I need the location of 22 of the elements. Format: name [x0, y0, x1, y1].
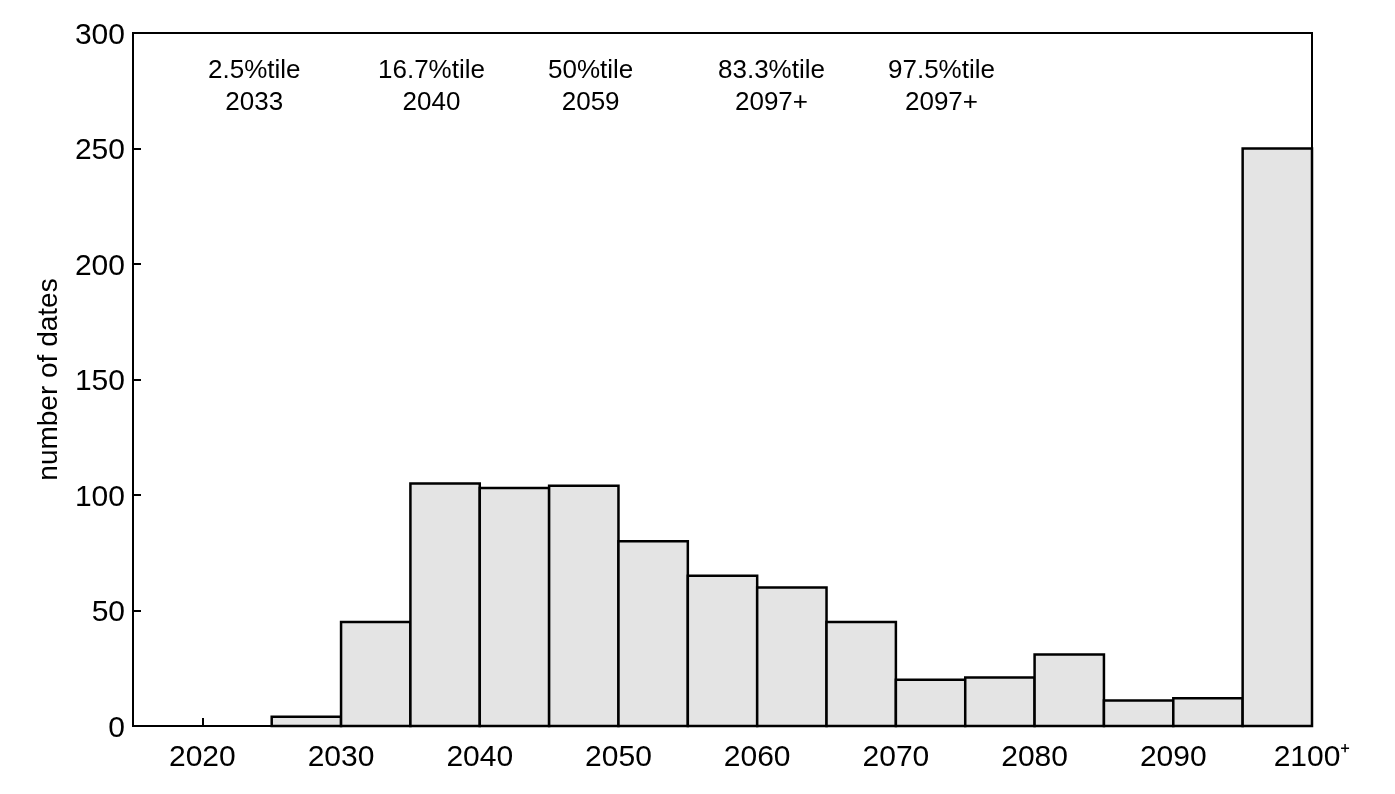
y-tick-label: 50: [91, 594, 125, 627]
annotation: 83.3%tile 2097+: [717, 54, 825, 116]
y-tick-label: 200: [74, 247, 125, 281]
x-tick-label: 2050: [585, 738, 652, 772]
y-tick-label: 0: [108, 709, 125, 743]
x-tick-label: 2090: [1139, 738, 1207, 772]
annotation: 16.7%tile 2040: [377, 54, 485, 116]
x-tick-label: 2060: [723, 738, 791, 772]
y-tick-label: 100: [74, 478, 125, 512]
y-tick-label: 150: [74, 363, 125, 396]
x-tick-label: 2030: [307, 738, 375, 772]
x-tick-label: 2020: [168, 738, 236, 772]
x-tick-label: 2070: [862, 738, 930, 772]
y-tick-label: 300: [74, 16, 125, 50]
y-axis-title: number of dates: [31, 278, 63, 481]
annotation: 2.5%tile 2033: [208, 54, 301, 116]
annotation: 50%tile 2059: [548, 54, 634, 116]
y-tick-label: 250: [74, 132, 125, 165]
x-tick-label: 2080: [1001, 738, 1068, 772]
x-tick-label: 2100⁺: [1273, 738, 1351, 772]
x-tick-label: 2040: [446, 738, 514, 772]
annotation: 97.5%tile 2097+: [887, 54, 995, 116]
